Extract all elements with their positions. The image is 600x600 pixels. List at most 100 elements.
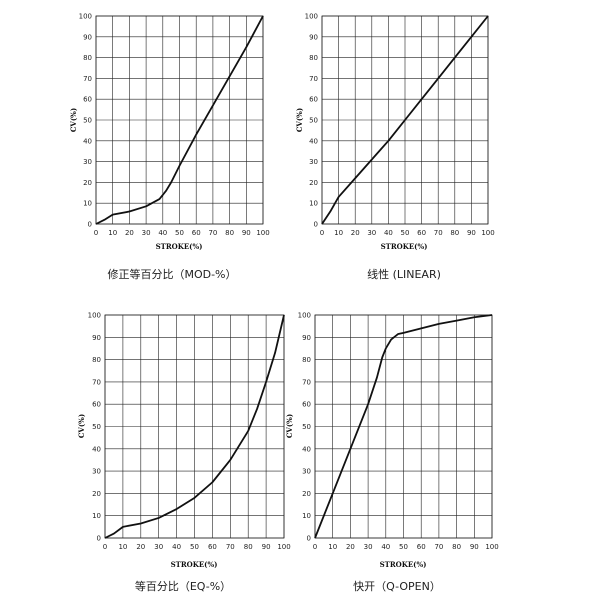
chart-linear: 线性 (LINEAR) STROKE(%) CV(%) 0 10 20 30 40 50 6… (295, 13, 495, 282)
x-tick-label: 0 (94, 229, 98, 237)
y-tick-label: 90 (302, 334, 311, 342)
y-tick-label: 70 (302, 378, 311, 386)
y-tick-label: 40 (83, 137, 92, 145)
x-tick-label: 40 (384, 229, 393, 237)
chart-caption: 修正等百分比（MOD-%） (107, 267, 236, 281)
y-tick-label: 80 (302, 356, 311, 364)
x-tick-label: 60 (417, 543, 426, 551)
x-tick-label: 0 (313, 543, 317, 551)
chart-caption: 线性 (LINEAR) (367, 267, 441, 281)
x-axis-label: STROKE(%) (381, 242, 428, 251)
y-tick-label: 100 (88, 312, 101, 320)
x-tick-label: 10 (328, 543, 337, 551)
x-tick-label: 70 (434, 229, 443, 237)
y-tick-label: 20 (309, 179, 318, 187)
plot-frame (314, 314, 493, 539)
x-tick-label: 30 (364, 543, 373, 551)
x-tick-label: 30 (154, 543, 163, 551)
x-tick-label: 20 (351, 229, 360, 237)
chart-mod-percent: 修正等百分比（MOD-%） STROKE(%) CV(%) 0 10 20 30 40 5… (69, 13, 270, 282)
x-tick-label: 100 (277, 543, 290, 551)
x-tick-label: 20 (136, 543, 145, 551)
y-tick-label: 30 (302, 468, 311, 476)
y-tick-label: 60 (302, 401, 311, 409)
x-tick-label: 40 (172, 543, 181, 551)
y-tick-label: 50 (92, 423, 101, 431)
x-tick-label: 50 (175, 229, 184, 237)
y-tick-label: 0 (97, 535, 101, 543)
y-tick-label: 60 (309, 96, 318, 104)
y-tick-label: 10 (92, 512, 101, 520)
y-tick-label: 0 (88, 221, 92, 229)
y-tick-label: 40 (302, 445, 311, 453)
y-tick-label: 100 (79, 13, 92, 21)
y-tick-label: 50 (302, 423, 311, 431)
y-tick-label: 20 (83, 179, 92, 187)
x-tick-label: 60 (208, 543, 217, 551)
x-tick-label: 60 (417, 229, 426, 237)
y-tick-label: 50 (309, 117, 318, 125)
x-tick-label: 90 (470, 543, 479, 551)
x-tick-label: 90 (242, 229, 251, 237)
y-tick-label: 20 (92, 490, 101, 498)
x-tick-label: 90 (467, 229, 476, 237)
y-tick-label: 20 (302, 490, 311, 498)
x-tick-label: 80 (450, 229, 459, 237)
x-tick-label: 100 (481, 229, 494, 237)
x-tick-label: 80 (225, 229, 234, 237)
y-tick-label: 10 (309, 200, 318, 208)
y-tick-label: 40 (309, 137, 318, 145)
x-tick-label: 70 (208, 229, 217, 237)
y-tick-label: 90 (309, 33, 318, 41)
y-tick-label: 30 (309, 158, 318, 166)
y-tick-label: 30 (92, 468, 101, 476)
y-tick-label: 70 (83, 75, 92, 83)
chart-caption: 快开（Q-OPEN） (353, 580, 441, 593)
y-axis-label: CV(%) (295, 108, 304, 132)
y-tick-label: 50 (83, 117, 92, 125)
y-tick-label: 0 (307, 535, 311, 543)
y-tick-label: 80 (83, 54, 92, 62)
chart-eq-percent: 等百分比（EQ-%） STROKE(%) CV(%) 0 10 20 30 40 50 60… (77, 312, 291, 594)
x-tick-label: 30 (367, 229, 376, 237)
x-tick-label: 70 (434, 543, 443, 551)
series-line (95, 15, 264, 225)
y-tick-label: 0 (314, 221, 318, 229)
x-tick-label: 50 (401, 229, 410, 237)
x-tick-label: 80 (452, 543, 461, 551)
y-tick-label: 10 (83, 200, 92, 208)
x-tick-label: 10 (118, 543, 127, 551)
y-axis-label: CV(%) (285, 414, 294, 438)
y-axis-label: CV(%) (77, 414, 86, 438)
y-tick-label: 40 (92, 445, 101, 453)
x-tick-label: 0 (320, 229, 324, 237)
chart-quick-open: 快开（Q-OPEN） STROKE(%) CV(%) 0 10 20 30 40 50 60… (285, 312, 499, 594)
x-tick-label: 40 (158, 229, 167, 237)
series-line (321, 15, 489, 225)
x-tick-label: 30 (142, 229, 151, 237)
x-tick-label: 60 (192, 229, 201, 237)
x-tick-label: 100 (485, 543, 498, 551)
x-axis-label: STROKE(%) (171, 560, 218, 569)
x-axis-label: STROKE(%) (380, 560, 427, 569)
x-tick-label: 80 (244, 543, 253, 551)
y-tick-label: 60 (83, 96, 92, 104)
y-tick-label: 100 (298, 312, 311, 320)
x-axis-label: STROKE(%) (156, 242, 203, 251)
series-line (314, 314, 493, 539)
y-tick-label: 80 (309, 54, 318, 62)
y-tick-label: 70 (309, 75, 318, 83)
y-tick-label: 100 (305, 13, 318, 21)
y-tick-label: 80 (92, 356, 101, 364)
x-tick-label: 10 (108, 229, 117, 237)
x-tick-label: 0 (103, 543, 107, 551)
plot-frame (321, 15, 489, 225)
chart-caption: 等百分比（EQ-%） (135, 579, 231, 593)
x-tick-label: 10 (334, 229, 343, 237)
x-tick-label: 100 (256, 229, 269, 237)
y-tick-label: 10 (302, 512, 311, 520)
x-tick-label: 90 (262, 543, 271, 551)
plot-frame (104, 314, 285, 539)
y-tick-label: 90 (83, 33, 92, 41)
